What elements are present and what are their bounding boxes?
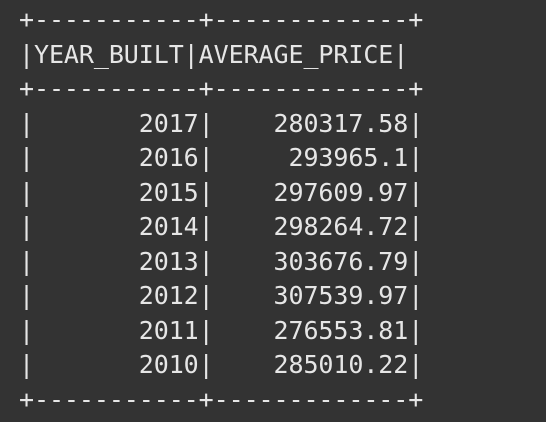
table-row: | 2011| 276553.81| xyxy=(19,315,424,345)
table-row: | 2013| 303676.79| xyxy=(19,246,424,276)
table-top-border: +-----------+-------------+ xyxy=(19,5,424,34)
table-bottom-border: +-----------+-------------+ xyxy=(19,384,424,414)
table-row: | 2016| 293965.1| xyxy=(19,143,424,172)
table-row: | 2012| 307539.97| xyxy=(19,281,424,310)
table-header-row: |YEAR_BUILT|AVERAGE_PRICE| xyxy=(19,39,409,69)
query-result-table: +-----------+-------------+ |YEAR_BUILT|A… xyxy=(19,3,423,417)
table-row: | 2010| 285010.22| xyxy=(19,350,424,379)
table-row: | 2014| 298264.72| xyxy=(19,212,424,241)
table-header-border: +-----------+-------------+ xyxy=(19,74,424,103)
table-row: | 2015| 297609.97| xyxy=(19,177,424,207)
table-row: | 2017| 280317.58| xyxy=(19,108,424,138)
